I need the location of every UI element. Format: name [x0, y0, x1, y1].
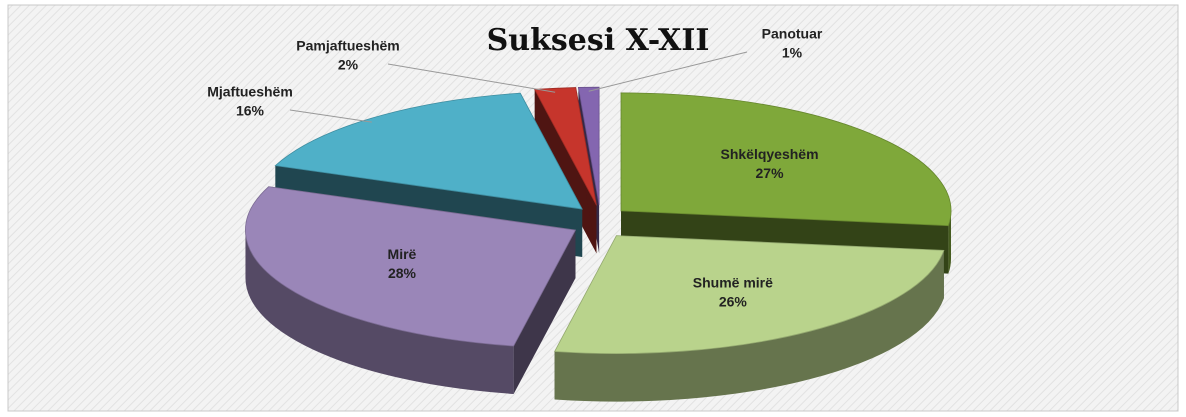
slice — [534, 87, 597, 206]
slice-label: Panotuar — [762, 26, 823, 42]
slice-edge — [245, 230, 514, 395]
slice-value-label: 1% — [782, 45, 803, 61]
slice — [577, 86, 600, 206]
chart-title: Suksesi X-XII — [487, 23, 710, 58]
slice — [553, 235, 945, 354]
slice-value-label: 27% — [756, 165, 785, 181]
slice-value-label: 28% — [388, 265, 417, 281]
slice-value-label: 26% — [719, 294, 748, 310]
slice-label: Shkëlqyeshëm — [720, 146, 818, 162]
slice — [620, 92, 952, 227]
leader-line — [289, 109, 372, 123]
slice — [274, 92, 583, 210]
slice-label: Shumë mirë — [693, 275, 773, 291]
leader-line — [588, 51, 748, 92]
slice-edge — [554, 250, 944, 402]
slice-edge — [948, 210, 952, 274]
slice-value-label: 16% — [236, 103, 265, 119]
slice-label: Mjaftueshëm — [207, 84, 293, 100]
slice-value-label: 2% — [338, 57, 359, 73]
slice-label: Pamjaftueshëm — [296, 38, 399, 54]
slice — [245, 186, 577, 347]
leader-line — [387, 63, 556, 93]
slice-label: Mirë — [388, 246, 417, 262]
